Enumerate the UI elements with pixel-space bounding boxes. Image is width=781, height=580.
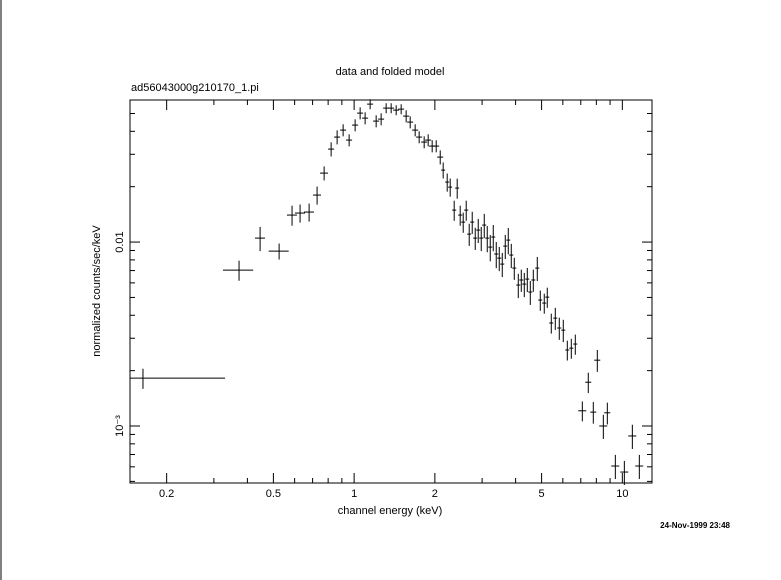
y-tick-label: 0.01 xyxy=(114,231,126,252)
x-tick-label: 1 xyxy=(351,488,357,500)
y-tick-label: 10⁻³ xyxy=(114,415,126,437)
y-axis-label: normalized counts/sec/keV xyxy=(91,225,103,357)
plot-frame xyxy=(129,99,653,484)
x-tick-label: 2 xyxy=(432,488,438,500)
chart-subtitle: ad56043000g210170_1.pi xyxy=(131,82,259,94)
x-tick-label: 0.2 xyxy=(159,488,174,500)
chart-title: data and folded model xyxy=(336,66,445,78)
x-tick-label: 0.5 xyxy=(266,488,281,500)
x-tick-label: 5 xyxy=(539,488,545,500)
x-tick-label: 10 xyxy=(616,488,628,500)
x-axis-label: channel energy (keV) xyxy=(338,505,443,517)
timestamp: 24-Nov-1999 23:48 xyxy=(660,521,730,530)
